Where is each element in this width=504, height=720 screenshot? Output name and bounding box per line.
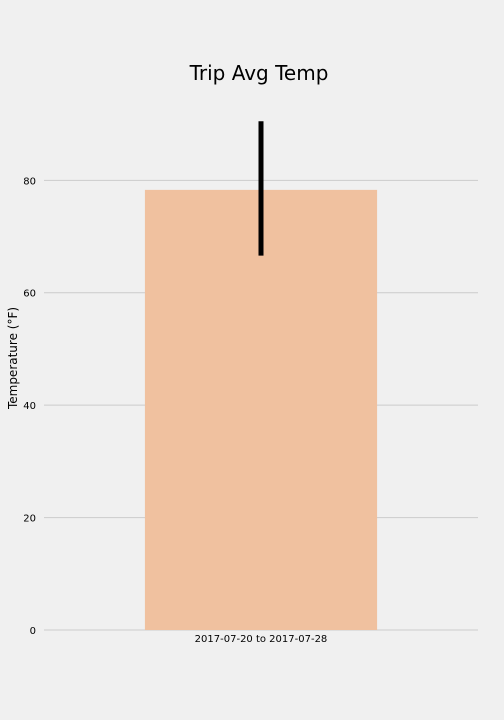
bars bbox=[144, 189, 378, 630]
y-axis-label: Temperature (°F) bbox=[6, 307, 20, 410]
y-tick-label: 40 bbox=[23, 401, 36, 412]
y-tick-label: 80 bbox=[23, 176, 36, 187]
y-tick-label: 20 bbox=[23, 514, 36, 525]
y-tick-label: 0 bbox=[30, 626, 36, 637]
x-tick-labels: 2017-07-20 to 2017-07-28 bbox=[195, 634, 328, 645]
y-tick-label: 60 bbox=[23, 289, 36, 300]
x-tick-label: 2017-07-20 to 2017-07-28 bbox=[195, 634, 328, 645]
chart-title: Trip Avg Temp bbox=[189, 61, 329, 85]
y-tick-labels: 0 20 40 60 80 bbox=[23, 176, 36, 637]
bar bbox=[144, 189, 378, 630]
